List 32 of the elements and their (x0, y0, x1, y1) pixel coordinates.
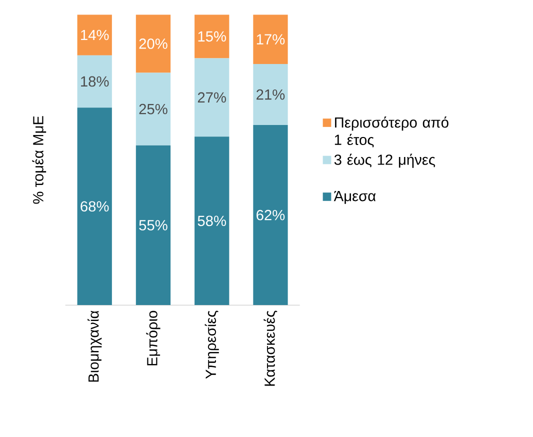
data-label: 58% (198, 216, 226, 226)
bar (194, 136, 230, 306)
bar (136, 72, 171, 146)
bar (194, 58, 230, 137)
data-label: 18% (81, 76, 109, 87)
data-label: 25% (139, 104, 168, 114)
legend-label: Περισσότερο από 1 έτος (334, 116, 448, 148)
data-label: 55% (139, 220, 168, 230)
bar (136, 145, 171, 306)
data-label: 14% (81, 30, 109, 40)
bar (194, 14, 230, 58)
bar (77, 55, 112, 108)
data-label: 62% (256, 210, 285, 220)
data-label: 27% (198, 92, 226, 103)
data-label: 17% (256, 34, 285, 44)
bar (253, 125, 288, 306)
y-axis-title: % τομέα ΜμΕ (32, 116, 46, 204)
x-tick-label: Υπηρεσίες (204, 310, 219, 379)
data-label: 15% (198, 31, 226, 42)
legend-label: 3 έως 12 μήνες (334, 154, 436, 168)
data-label: 68% (80, 201, 109, 212)
x-tick-label: Εμπόριο (146, 310, 160, 366)
bar (253, 14, 288, 64)
data-label: 21% (256, 89, 285, 100)
bar (253, 64, 288, 126)
bar (136, 14, 171, 73)
x-tick-label: Κατασκευές (264, 310, 278, 386)
bar (77, 108, 112, 306)
legend-label: Άμεσα (334, 190, 376, 204)
bar (77, 14, 112, 56)
data-label: 20% (139, 38, 168, 49)
x-tick-label: Βιομηχανία (88, 310, 102, 382)
